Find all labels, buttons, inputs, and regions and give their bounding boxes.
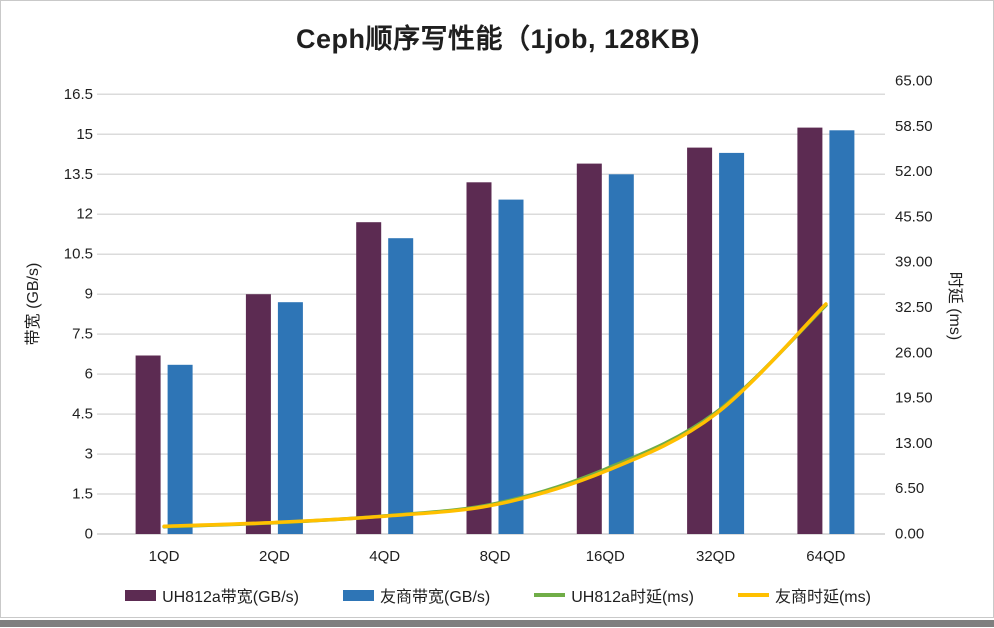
x-axis-category-label: 1QD [149, 548, 180, 565]
legend-swatch-uh812a-latency [534, 593, 566, 597]
bar-youshang-bandwidth-2qd [277, 302, 303, 534]
x-axis-category-label: 32QD [696, 548, 735, 565]
legend-label-uh812a-bandwidth: UH812a带宽(GB/s) [162, 589, 299, 606]
bar-uh812a-bandwidth-32qd [687, 147, 713, 534]
x-axis-category-label: 2QD [259, 548, 290, 565]
left-axis-tick-label: 10.5 [64, 246, 93, 263]
legend-label-uh812a-latency: UH812a时延(ms) [571, 589, 694, 606]
legend-swatch-youshang-bandwidth [343, 589, 374, 601]
legend-item-youshang-bandwidth: 友商带宽(GB/s) [343, 583, 490, 607]
left-axis-tick-label: 15 [76, 126, 93, 143]
bottom-edge-strip [0, 620, 994, 627]
x-axis-category-label: 8QD [480, 548, 511, 565]
line-youshang-latency [162, 302, 828, 529]
bar-youshang-bandwidth-1qd [167, 364, 193, 534]
left-axis-title: 带宽 (GB/s) [25, 262, 42, 346]
x-axis-category-label: 4QD [369, 548, 400, 565]
bar-uh812a-bandwidth-1qd [135, 355, 161, 534]
left-axis-tick-label: 12 [76, 206, 93, 223]
legend: UH812a带宽(GB/s) 友商带宽(GB/s) UH812a时延(ms) 友商时延… [1, 583, 994, 607]
right-axis-tick-label: 32.50 [895, 299, 933, 316]
left-axis-tick-label: 4.5 [72, 406, 93, 423]
right-axis-tick-label: 58.50 [895, 118, 933, 135]
right-axis-tick-label: 65.00 [895, 73, 933, 90]
bar-youshang-bandwidth-64qd [829, 130, 855, 535]
bar-uh812a-bandwidth-8qd [466, 182, 492, 535]
bar-youshang-bandwidth-4qd [388, 238, 414, 534]
right-axis-tick-label: 0.00 [895, 526, 924, 543]
right-axis-tick-label: 13.00 [895, 435, 933, 452]
left-axis-tick-label: 7.5 [72, 326, 93, 343]
left-axis-tick-label: 3 [85, 446, 93, 463]
bar-uh812a-bandwidth-4qd [356, 222, 382, 534]
x-axis-category-label: 16QD [586, 548, 625, 565]
left-axis-tick-label: 6 [85, 366, 93, 383]
left-axis-tick-label: 1.5 [72, 486, 93, 503]
bar-uh812a-bandwidth-2qd [245, 294, 271, 534]
bar-youshang-bandwidth-16qd [608, 174, 634, 535]
right-axis-title: 时延 (ms) [946, 271, 963, 341]
chart-title: Ceph顺序写性能（1job, 128KB) [295, 24, 701, 54]
legend-swatch-uh812a-bandwidth [125, 589, 157, 601]
left-axis-tick-label: 0 [85, 526, 93, 543]
left-axis-tick-label: 16.5 [64, 86, 93, 103]
bar-youshang-bandwidth-8qd [498, 199, 524, 534]
right-axis-tick-label: 45.50 [895, 208, 933, 225]
left-axis-tick-label: 13.5 [64, 166, 93, 183]
legend-item-uh812a-bandwidth: UH812a带宽(GB/s) [125, 583, 299, 607]
right-axis-tick-label: 6.50 [895, 480, 924, 497]
left-axis-tick-label: 9 [85, 286, 93, 303]
legend-label-youshang-bandwidth: 友商带宽(GB/s) [380, 589, 491, 606]
legend-swatch-youshang-latency [737, 593, 769, 597]
right-axis-tick-label: 52.00 [895, 163, 933, 180]
bar-youshang-bandwidth-32qd [719, 152, 745, 534]
legend-label-youshang-latency: 友商时延(ms) [774, 589, 871, 606]
right-axis-tick-label: 19.50 [895, 390, 933, 407]
x-axis-category-label: 64QD [806, 548, 845, 565]
legend-item-uh812a-latency: UH812a时延(ms) [534, 583, 694, 607]
right-axis-tick-label: 26.00 [895, 344, 933, 361]
right-axis-tick-label: 39.00 [895, 254, 933, 271]
legend-item-youshang-latency: 友商时延(ms) [737, 583, 871, 607]
